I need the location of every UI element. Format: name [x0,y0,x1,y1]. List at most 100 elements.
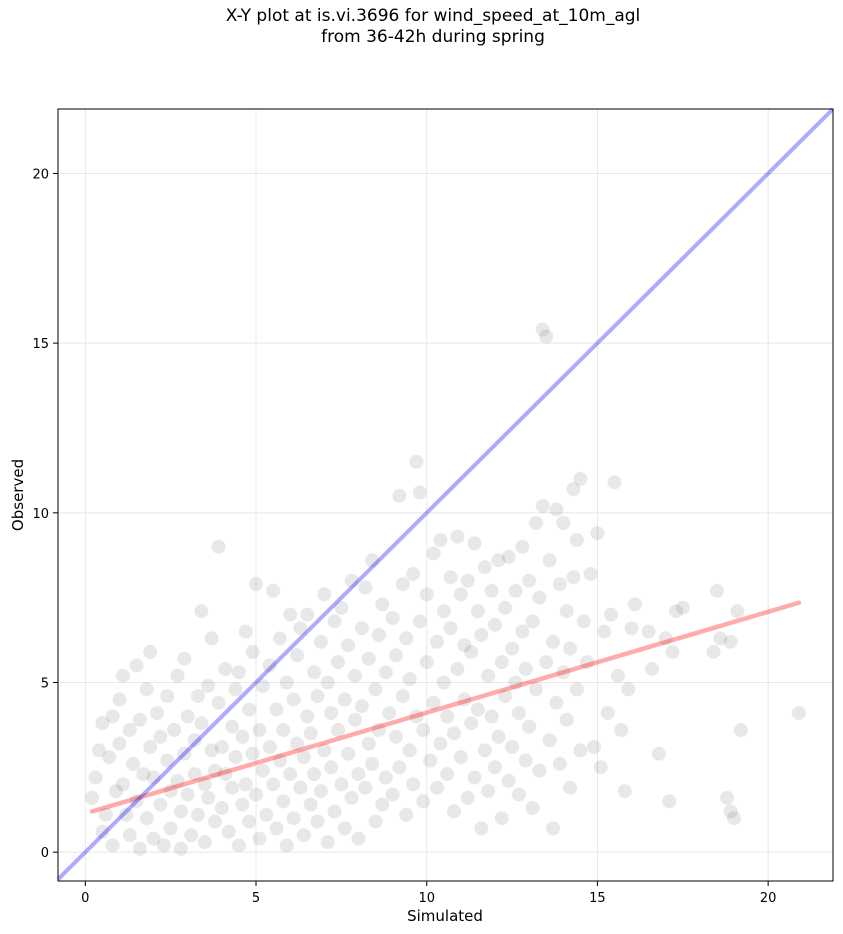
data-point [225,719,240,734]
data-point [115,668,130,683]
data-point [92,743,106,758]
data-point [235,729,250,744]
data-point [617,784,632,799]
data-point [276,794,291,809]
data-point [566,570,581,585]
data-point [389,729,403,744]
data-point [669,604,683,619]
x-axis-label: Simulated [407,907,483,925]
data-point [481,668,496,683]
data-point [494,811,509,826]
data-point [706,644,721,659]
data-point [470,604,485,619]
data-point [624,621,639,636]
data-point [307,665,322,680]
data-point [139,682,154,697]
chart-title: X-Y plot at is.vi.3696 for wind_speed_at… [0,6,843,48]
data-point [153,797,168,812]
data-point [279,838,294,853]
data-point [371,723,386,737]
data-point [580,655,595,670]
data-point [208,763,222,778]
data-point [303,797,318,812]
data-point [399,807,414,822]
data-point [450,661,465,676]
data-point [607,475,622,490]
data-point [296,750,311,765]
data-point [440,767,455,782]
data-point [436,604,451,619]
data-point [153,729,168,744]
data-point [464,644,479,659]
data-point [245,746,260,761]
data-point [310,814,325,829]
data-point [556,665,571,680]
data-point [447,804,461,819]
data-point [583,566,598,581]
data-point [348,712,362,727]
data-point [593,760,608,775]
data-point [358,580,373,595]
data-point [177,651,192,666]
data-point [498,689,513,704]
y-tick-label: 15 [32,337,49,352]
data-point [535,499,550,513]
data-point [201,678,216,693]
data-point [587,740,601,754]
data-point [163,784,178,799]
chart-title-line-1: X-Y plot at is.vi.3696 for wind_speed_at… [225,6,641,26]
data-point [430,634,444,649]
data-point [433,736,448,751]
data-point [518,753,533,768]
data-point [515,539,530,554]
data-point [368,682,383,697]
data-point [331,655,345,670]
data-point [791,706,806,720]
data-point [477,560,492,575]
data-point [184,828,199,843]
data-point [378,665,393,680]
data-point [573,471,588,486]
data-point [713,631,728,646]
data-point [252,723,267,737]
data-point [187,733,202,748]
data-point [419,587,434,602]
x-tick-label: 20 [760,891,777,906]
data-point [645,661,660,676]
data-point [511,787,526,802]
y-tick-label: 5 [41,676,49,691]
data-point [614,723,629,737]
data-point [334,600,349,615]
plot-frame [57,108,834,882]
data-point [266,777,281,792]
data-point [143,644,158,659]
data-point [641,624,656,639]
data-point [180,709,195,724]
data-point [419,655,434,670]
data-point [262,658,277,673]
data-point [505,641,520,656]
data-point [194,604,209,619]
data-point [522,573,537,588]
data-point [337,821,352,836]
data-point [146,831,161,846]
grid-lines [58,109,833,881]
data-point [371,628,386,642]
data-point [160,753,175,768]
data-point [204,743,219,758]
data-point [269,821,284,836]
data-point [358,780,373,795]
data-point [658,631,673,646]
data-point [112,736,127,751]
data-point [600,706,615,720]
data-point [532,590,547,605]
data-point [440,709,455,724]
data-point [334,777,349,792]
data-point [494,655,509,670]
data-point [129,794,144,809]
data-point [423,753,438,768]
data-point [272,753,287,768]
data-point [197,777,212,792]
data-point [310,689,325,704]
data-point [122,723,137,737]
